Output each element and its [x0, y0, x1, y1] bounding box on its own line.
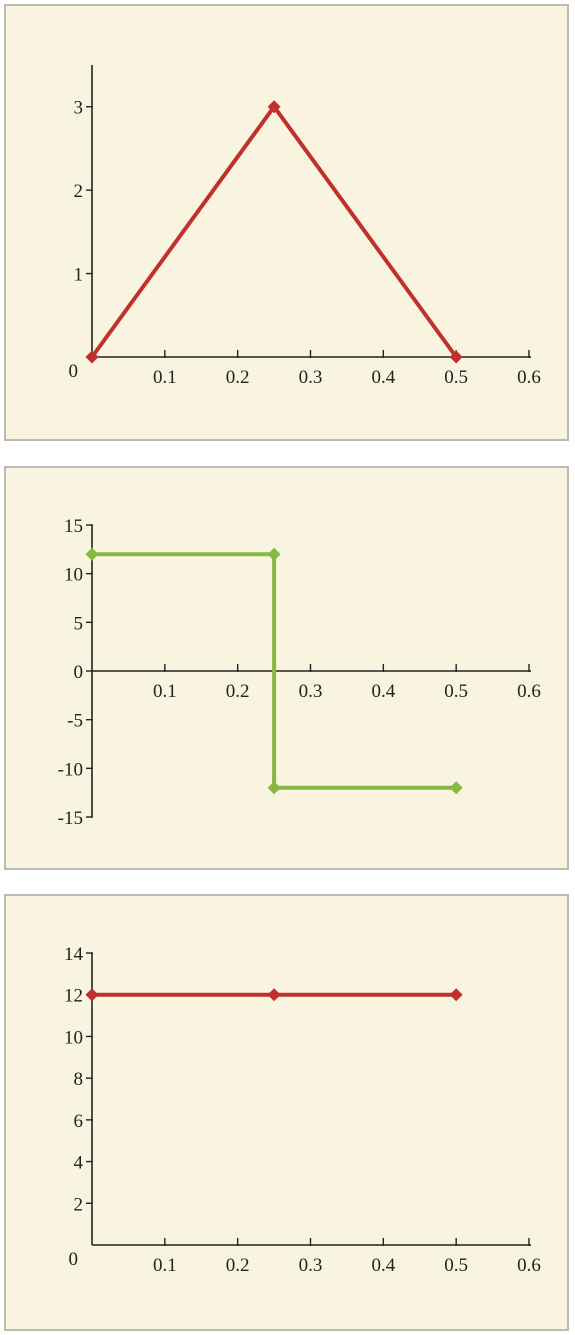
chart-2-data-point — [449, 781, 463, 795]
chart-2-y-tick-label: -15 — [58, 808, 83, 829]
chart-2-y-tick-label: -5 — [67, 711, 83, 732]
chart-1-series-line — [90, 103, 458, 359]
chart-3-x-tick-label: 0.1 — [153, 1255, 177, 1276]
chart-2-y-tick-label: 0 — [74, 662, 84, 683]
chart-3-x-tick-label: 0.3 — [299, 1255, 323, 1276]
chart-2-x-tick-label: 0.5 — [444, 681, 468, 702]
chart-2-svg: 0.1 0.2 0.3 0.4 0.5 0.6 15 10 5 0 -5 -10 -15 — [58, 516, 541, 829]
chart-3-y-tick-label: 10 — [64, 1027, 83, 1048]
chart-2-data-point — [267, 781, 281, 795]
chart-1-data-point — [267, 100, 281, 114]
chart-2-x-tick-label: 0.1 — [153, 681, 177, 702]
chart-3-y-tick-label: 6 — [74, 1111, 84, 1132]
chart-2-y-tick-label: 5 — [74, 613, 84, 634]
chart-3-data-point — [267, 988, 281, 1002]
chart-3-x-tick-label: 0.2 — [226, 1255, 250, 1276]
chart-1-x-tick-label: 0.2 — [226, 367, 250, 388]
chart-1-y-tick-label: 1 — [74, 265, 84, 286]
chart-3-svg: 0.1 0.2 0.3 0.4 0.5 0.6 0 2 4 6 8 10 12 14 — [64, 944, 541, 1276]
chart-2-x-tick-label: 0.6 — [517, 681, 541, 702]
chart-3-x-tick-label: 0.5 — [444, 1255, 468, 1276]
chart-3-x-tick-label: 0.4 — [371, 1255, 395, 1276]
chart-1-svg: 0.1 0.2 0.3 0.4 0.5 0.6 0 1 2 3 — [69, 65, 541, 388]
chart-2-data-point — [85, 547, 99, 561]
chart-1-x-tick-label: 0.6 — [517, 367, 541, 388]
chart-1-x-tick-label: 0.4 — [371, 367, 395, 388]
chart-3-y-tick-label: 0 — [69, 1249, 79, 1270]
chart-1-x-tick-label: 0.3 — [299, 367, 323, 388]
chart-3-y-tick-label: 2 — [74, 1194, 84, 1215]
chart-2-x-tick-label: 0.4 — [371, 681, 395, 702]
chart-panel-2: 0.1 0.2 0.3 0.4 0.5 0.6 15 10 5 0 -5 -10 -15 — [4, 466, 569, 870]
chart-1-y-tick-label: 0 — [69, 361, 79, 382]
chart-panel-3: 0.1 0.2 0.3 0.4 0.5 0.6 0 2 4 6 8 10 12 14 — [4, 894, 569, 1331]
chart-1-y-tick-label: 3 — [74, 98, 84, 119]
chart-2-data-point — [267, 547, 281, 561]
chart-3-data-point — [449, 988, 463, 1002]
chart-2-x-tick-label: 0.3 — [299, 681, 323, 702]
chart-3-data-point — [85, 988, 99, 1002]
chart-3-x-tick-label: 0.6 — [517, 1255, 541, 1276]
chart-2-y-tick-label: 10 — [64, 565, 83, 586]
chart-2-y-tick-label: -10 — [58, 759, 83, 780]
chart-1-x-tick-label: 0.1 — [153, 367, 177, 388]
chart-panel-1: 0.1 0.2 0.3 0.4 0.5 0.6 0 1 2 3 — [4, 4, 569, 441]
chart-3-y-tick-label: 12 — [64, 986, 83, 1007]
chart-3-y-tick-label: 4 — [74, 1153, 84, 1174]
chart-1-data-point — [449, 350, 463, 364]
chart-3-y-tick-label: 8 — [74, 1069, 84, 1090]
chart-3-y-tick-label: 14 — [64, 944, 84, 965]
chart-1-y-tick-label: 2 — [74, 181, 84, 202]
chart-2-y-tick-label: 15 — [64, 516, 83, 537]
chart-2-series-line — [92, 552, 457, 790]
chart-1-data-point — [85, 350, 99, 364]
chart-2-x-tick-label: 0.2 — [226, 681, 250, 702]
chart-1-x-tick-label: 0.5 — [444, 367, 468, 388]
